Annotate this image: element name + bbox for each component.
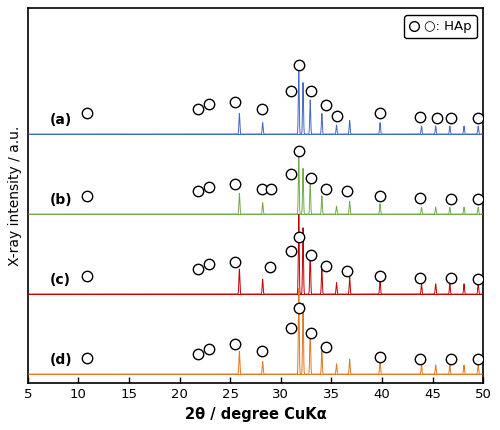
Legend: ○: HAp: ○: HAp [404, 15, 476, 39]
Y-axis label: X-ray intensity / a.u.: X-ray intensity / a.u. [8, 126, 22, 266]
Text: (c): (c) [50, 273, 71, 287]
Text: (b): (b) [50, 193, 73, 207]
Text: (d): (d) [50, 353, 73, 367]
Text: (a): (a) [50, 113, 72, 127]
X-axis label: 2θ / degree CuKα: 2θ / degree CuKα [184, 407, 326, 422]
